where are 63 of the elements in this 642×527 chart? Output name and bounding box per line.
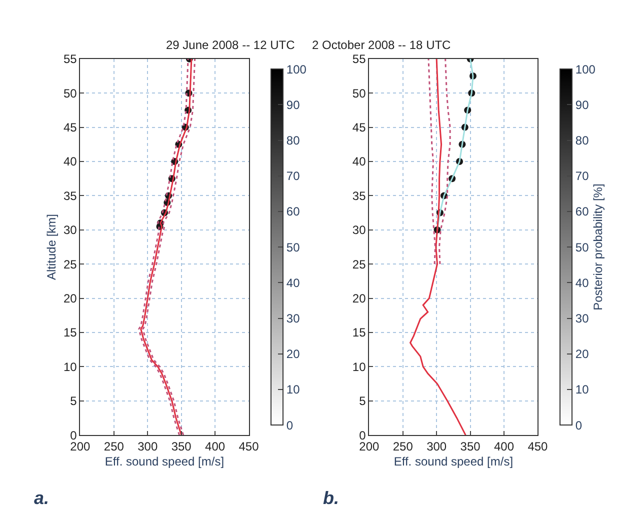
color-bar-label: 90 <box>575 98 590 112</box>
y-tick-label: 25 <box>63 257 78 272</box>
x-tick-label: 350 <box>460 439 481 454</box>
color-bar-label: 90 <box>286 98 300 112</box>
x-tick-label: 300 <box>138 439 158 454</box>
color-bar-label: 40 <box>575 276 590 290</box>
y-tick-label: 35 <box>63 188 78 203</box>
x-tick-label: 300 <box>426 439 447 454</box>
color-bar-label: 40 <box>286 276 300 290</box>
color-bar-label: 80 <box>286 133 300 148</box>
y-tick-label: 55 <box>352 52 366 66</box>
x-axis-title: Eff. sound speed [m/s] <box>394 454 514 468</box>
y-tick-label: 40 <box>352 154 366 169</box>
color-bar-label: 10 <box>575 382 590 397</box>
y-tick-label: 5 <box>70 394 78 408</box>
color-bar-label: 0 <box>575 418 582 432</box>
y-tick-label: 45 <box>63 120 78 134</box>
chart-title: 2 October 2008 -- 18 UTC <box>312 38 452 52</box>
color-bar-label: 70 <box>575 169 590 184</box>
y-tick-label: 30 <box>63 223 78 238</box>
color-bar-label: 50 <box>575 240 590 254</box>
color-bar-label: 80 <box>575 133 590 148</box>
color-bar-label: 10 <box>286 382 300 397</box>
x-axis-title: Eff. sound speed [m/s] <box>104 454 224 468</box>
x-tick-label: 400 <box>205 439 226 454</box>
color-bar-label: 20 <box>575 347 590 362</box>
color-bar-label: 70 <box>286 169 300 184</box>
color-bar-label: 50 <box>286 240 300 254</box>
color-bar-label: 100 <box>286 62 307 76</box>
line-series <box>410 58 466 436</box>
y-tick-label: 10 <box>63 360 78 374</box>
y-tick-label: 15 <box>352 326 366 340</box>
y-tick-label: 20 <box>63 291 78 306</box>
color-bar-label: 60 <box>575 204 590 219</box>
color-bar-label: 30 <box>575 311 590 326</box>
y-tick-label: 40 <box>63 154 78 169</box>
color-bar-label: 20 <box>286 347 300 362</box>
y-tick-label: 10 <box>352 360 366 374</box>
x-tick-label: 400 <box>494 439 514 454</box>
y-tick-label: 20 <box>352 291 366 306</box>
y-tick-label: 25 <box>352 257 366 272</box>
text: b. <box>323 488 339 508</box>
x-tick-label: 250 <box>392 439 414 454</box>
color-bar-title: Posterior probability [%] <box>591 184 606 310</box>
color-bar-label: 60 <box>286 204 300 219</box>
color-bar-label: 100 <box>575 62 596 76</box>
y-tick-label: 15 <box>63 326 78 340</box>
x-tick-label: 350 <box>171 439 192 454</box>
x-tick-label: 450 <box>528 439 548 454</box>
y-tick-label: 55 <box>63 52 78 66</box>
x-tick-label: 250 <box>104 439 124 454</box>
y-tick-label: 45 <box>352 120 366 134</box>
color-bar-label: 0 <box>286 418 294 432</box>
y-tick-label: 50 <box>352 86 366 100</box>
y-tick-label: 5 <box>359 394 366 408</box>
y-tick-label: 50 <box>63 86 78 100</box>
x-tick-label: 450 <box>238 439 260 454</box>
y-tick-label: 35 <box>352 188 366 203</box>
color-bar-label: 30 <box>286 311 300 326</box>
y-tick-label: 30 <box>352 223 366 238</box>
y-axis-title: Altitude [km] <box>44 214 59 280</box>
text: a. <box>34 488 50 508</box>
chart-title: 29 June 2008 -- 12 UTC <box>166 38 296 52</box>
